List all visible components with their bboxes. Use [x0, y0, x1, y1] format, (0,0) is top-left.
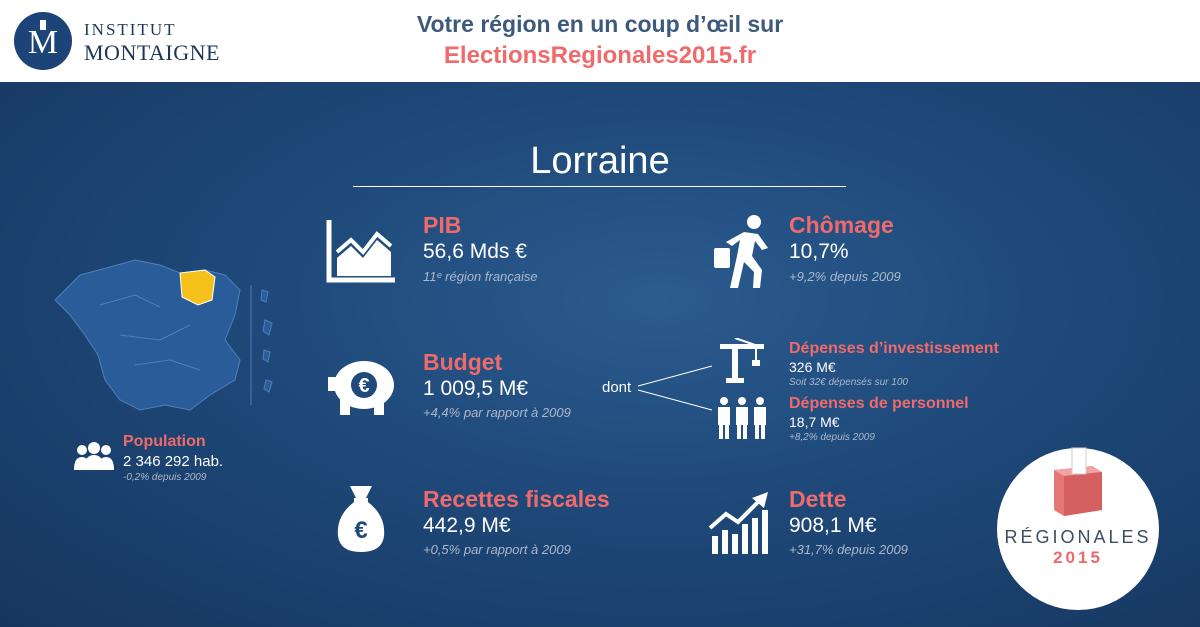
chomage-label: Chômage — [789, 212, 894, 238]
logo-line2: MONTAIGNE — [84, 40, 220, 65]
dont-label: dont — [602, 379, 632, 396]
region-title: Lorraine — [530, 140, 670, 182]
investissement-value: 326 M€ — [789, 359, 836, 375]
logo-line1: INSTITUT — [84, 20, 177, 39]
population-value: 2 346 292 hab. — [123, 453, 224, 470]
france-map-icon — [54, 259, 273, 411]
people-icon — [74, 442, 114, 470]
pib-value: 56,6 Mds € — [423, 240, 527, 263]
chomage-value: 10,7% — [789, 240, 849, 263]
dont-connector — [637, 365, 713, 411]
rising-chart-icon — [708, 492, 768, 554]
dette-label: Dette — [789, 486, 847, 512]
header-site-link[interactable]: ElectionsRegionales2015.fr — [443, 42, 757, 69]
svg-text:€: € — [354, 517, 367, 544]
dette-value: 908,1 M€ — [789, 514, 877, 537]
recettes-value: 442,9 M€ — [423, 514, 511, 537]
chomage-note: +9,2% depuis 2009 — [789, 269, 901, 284]
header-tagline: Votre région en un coup d’œil sur — [416, 11, 784, 37]
badge-year: 2015 — [1053, 548, 1103, 567]
population-label: Population — [123, 433, 206, 450]
header-bar — [0, 0, 1200, 82]
population-note: -0,2% depuis 2009 — [123, 472, 207, 483]
walking-man-icon — [714, 215, 768, 288]
chart-icon — [326, 220, 395, 283]
recettes-note: +0,5% par rapport à 2009 — [423, 542, 571, 557]
svg-text:€: € — [358, 375, 369, 397]
dette-note: +31,7% depuis 2009 — [789, 542, 908, 557]
investissement-label: Dépenses d’investissement — [789, 340, 999, 357]
recettes-label: Recettes fiscales — [423, 486, 610, 512]
svg-text:M: M — [28, 24, 58, 61]
personnel-label: Dépenses de personnel — [789, 395, 969, 412]
investissement-note: Soit 32€ dépensés sur 100 — [789, 377, 908, 388]
pib-note: 11ᵉ région française — [423, 269, 538, 284]
personnel-note: +8,2% depuis 2009 — [789, 432, 875, 443]
ballot-box-icon — [1054, 447, 1102, 516]
personnel-value: 18,7 M€ — [789, 414, 840, 430]
badge-title: RÉGIONALES — [1004, 527, 1152, 547]
title-divider — [353, 186, 846, 187]
pib-label: PIB — [423, 212, 462, 238]
workers-icon — [718, 397, 766, 439]
budget-note: +4,4% par rapport à 2009 — [423, 405, 571, 420]
crane-icon — [720, 338, 764, 383]
budget-value: 1 009,5 M€ — [423, 377, 529, 400]
logo-m-icon[interactable]: M — [14, 12, 72, 70]
money-bag-icon: € — [337, 486, 385, 552]
piggy-bank-icon: € — [328, 361, 394, 415]
budget-label: Budget — [423, 349, 503, 375]
